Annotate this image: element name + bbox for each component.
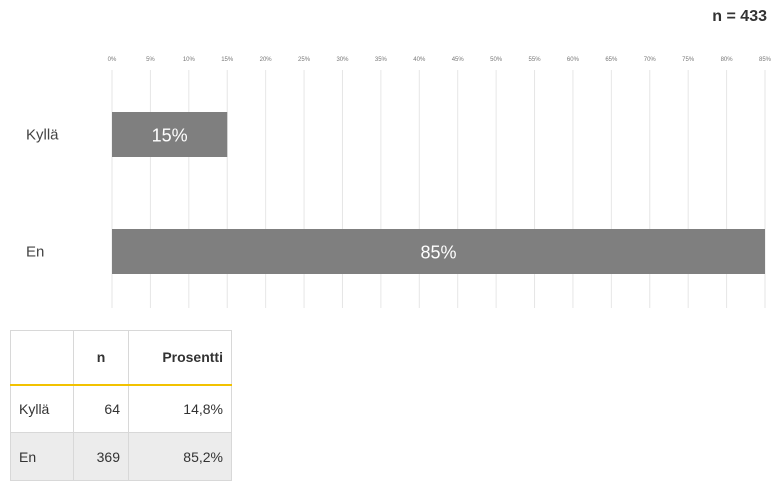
x-tick-label: 15% (221, 57, 234, 63)
x-tick-label: 85% (759, 57, 772, 63)
row-category: En (10, 432, 74, 481)
row-n: 369 (73, 432, 129, 481)
x-tick-label: 35% (375, 57, 388, 63)
data-table: n Prosentti Kyllä 64 14,8% En 369 85,2% (10, 330, 232, 481)
bar (112, 112, 228, 157)
bar-chart: 0% 5% 10% 15% 20% 25% 30% 35% 40% 45% 50% 55% 60% 65%… (26, 57, 772, 308)
x-tick-label: 30% (336, 57, 349, 63)
x-tick-label: 45% (452, 57, 465, 63)
bar (112, 229, 765, 274)
row-percent: 85,2% (128, 432, 232, 481)
x-tick-label: 0% (108, 57, 117, 63)
x-tick-label: 5% (146, 57, 155, 63)
x-axis-ticks: 0% 5% 10% 15% 20% 25% 30% 35% 40% 45% 50% 55% 60% 65%… (108, 57, 772, 63)
x-tick-label: 55% (529, 57, 542, 63)
x-tick-label: 20% (260, 57, 273, 63)
table-row: Kyllä 64 14,8% (10, 384, 232, 433)
bar-value-label: 85% (420, 243, 456, 263)
x-tick-label: 60% (567, 57, 580, 63)
row-n: 64 (73, 384, 129, 433)
table-row: En 369 85,2% (10, 432, 232, 481)
category-label: Kyllä (26, 127, 59, 144)
header-category (10, 330, 74, 386)
header-n: n (73, 330, 129, 386)
row-category: Kyllä (10, 384, 74, 433)
x-tick-label: 40% (413, 57, 426, 63)
bar-value-labels: 15% 85% (152, 126, 457, 263)
bar-value-label: 15% (152, 126, 188, 146)
x-tick-label: 65% (605, 57, 618, 63)
x-tick-label: 75% (682, 57, 695, 63)
table-header-row: n Prosentti (10, 330, 232, 386)
row-percent: 14,8% (128, 384, 232, 433)
chart-bars (112, 112, 765, 274)
x-tick-label: 70% (644, 57, 657, 63)
x-tick-label: 25% (298, 57, 311, 63)
category-label: En (26, 244, 44, 261)
header-percent: Prosentti (128, 330, 232, 386)
category-labels: Kyllä En (26, 127, 59, 261)
sample-size-label: n = 433 (712, 8, 767, 25)
x-tick-label: 10% (183, 57, 196, 63)
x-tick-label: 80% (721, 57, 734, 63)
x-tick-label: 50% (490, 57, 503, 63)
